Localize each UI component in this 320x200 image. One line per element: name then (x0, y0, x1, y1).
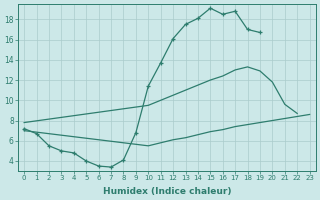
X-axis label: Humidex (Indice chaleur): Humidex (Indice chaleur) (103, 187, 231, 196)
